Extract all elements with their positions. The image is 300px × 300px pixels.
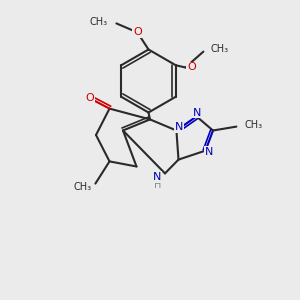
Text: N: N	[175, 122, 183, 133]
Text: N: N	[205, 147, 213, 157]
Text: O: O	[133, 27, 142, 38]
Text: CH₃: CH₃	[74, 182, 92, 192]
Text: H: H	[154, 180, 161, 190]
Text: O: O	[85, 93, 94, 103]
Text: CH₃: CH₃	[211, 44, 229, 54]
Text: N: N	[193, 108, 201, 118]
Text: O: O	[187, 62, 196, 73]
Text: CH₃: CH₃	[245, 120, 263, 130]
Text: CH₃: CH₃	[90, 17, 108, 27]
Text: N: N	[153, 172, 162, 182]
